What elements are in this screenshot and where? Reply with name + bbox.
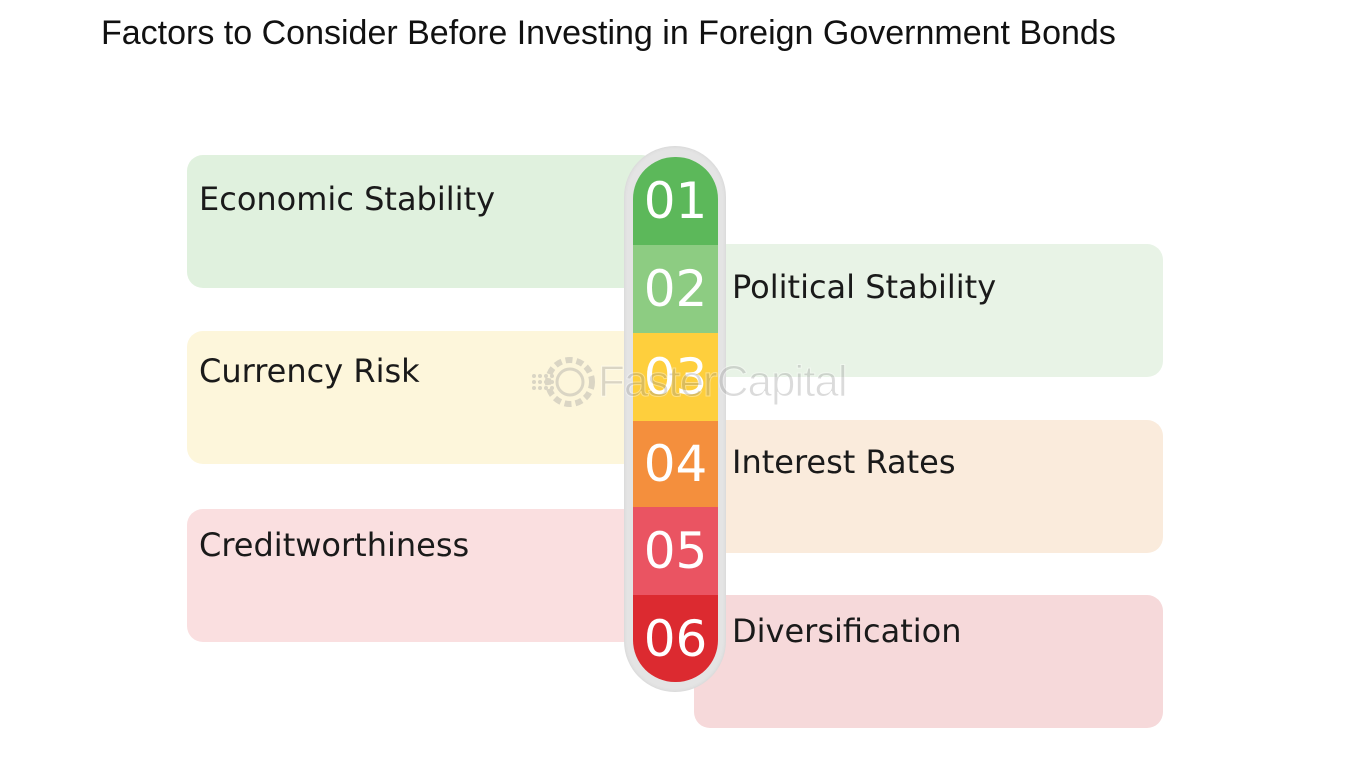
number-bar: 01 02 03 04 05 06	[633, 157, 718, 682]
step-number: 01	[633, 157, 718, 245]
factor-card-interest-rates	[694, 420, 1163, 553]
factor-label: Economic Stability	[199, 180, 496, 218]
factor-card-political-stability	[694, 244, 1163, 377]
factor-card-creditworthiness	[187, 509, 657, 642]
step-number: 03	[633, 333, 718, 421]
step-number: 04	[633, 421, 718, 507]
factor-label: Interest Rates	[732, 443, 956, 481]
page-title: Factors to Consider Before Investing in …	[101, 14, 1116, 52]
factor-label: Political Stability	[732, 268, 997, 306]
factor-card-diversification	[694, 595, 1163, 728]
factor-label: Diversification	[732, 612, 962, 650]
step-number: 06	[633, 595, 718, 682]
factor-label: Currency Risk	[199, 352, 420, 390]
factor-card-economic-stability	[187, 155, 657, 288]
factor-label: Creditworthiness	[199, 526, 470, 564]
factor-card-currency-risk	[187, 331, 657, 464]
step-number: 05	[633, 507, 718, 595]
step-number: 02	[633, 245, 718, 333]
